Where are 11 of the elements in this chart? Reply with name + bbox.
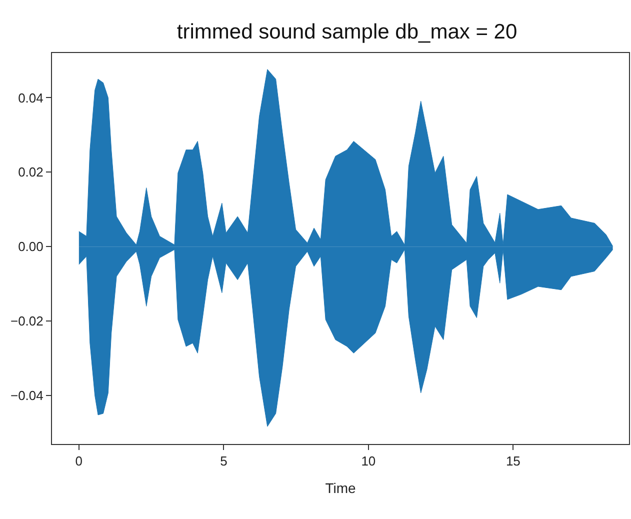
x-tick-label: 5 bbox=[220, 454, 228, 469]
x-axis-title: Time bbox=[325, 480, 356, 496]
y-tick-label: −0.02 bbox=[10, 314, 44, 329]
y-tick-label: 0.04 bbox=[18, 90, 44, 106]
y-tick-label: −0.04 bbox=[10, 388, 44, 404]
chart-title: trimmed sound sample db_max = 20 bbox=[176, 20, 518, 44]
x-tick-label: 10 bbox=[361, 454, 376, 469]
y-tick-label: 0.00 bbox=[18, 239, 44, 254]
x-tick-label: 15 bbox=[506, 454, 520, 469]
y-tick-label: 0.02 bbox=[18, 164, 44, 180]
x-tick-label: 0 bbox=[75, 454, 83, 469]
